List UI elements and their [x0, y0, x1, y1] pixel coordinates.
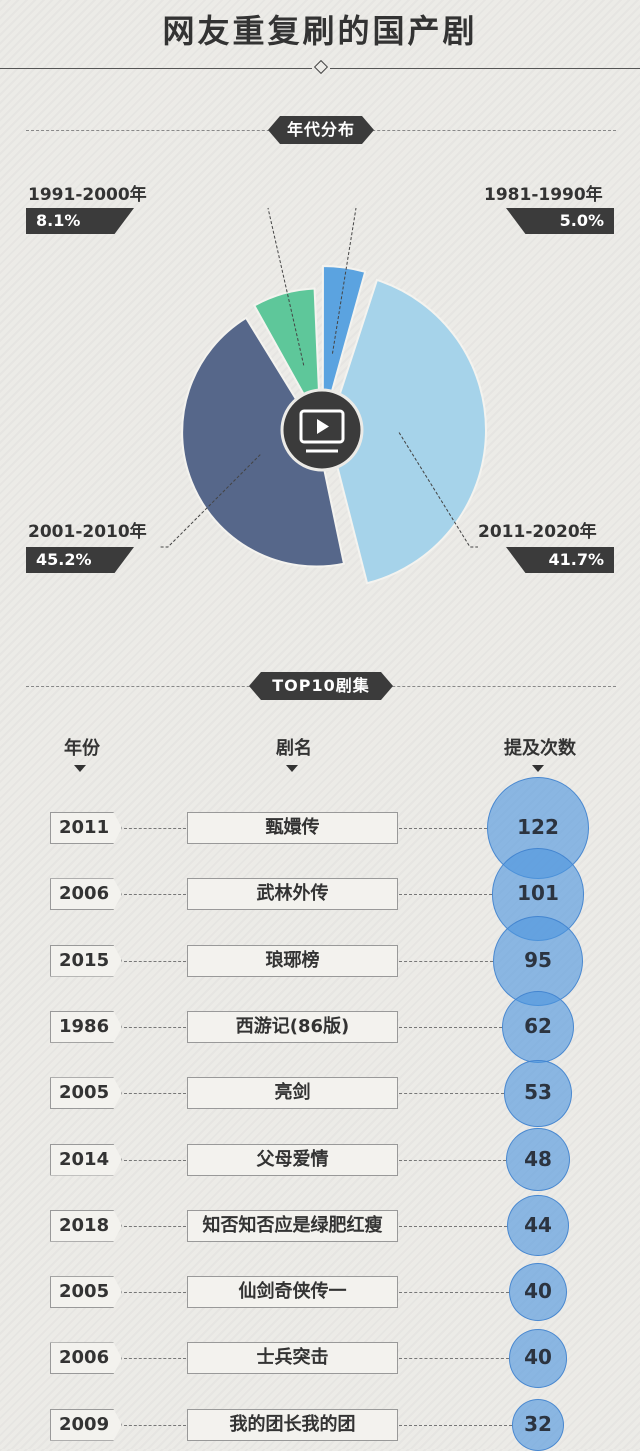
count-value: 48	[524, 1146, 552, 1171]
count-bubble	[507, 1195, 569, 1257]
row-connector-right	[399, 1159, 506, 1161]
row-year: 2014	[50, 1143, 122, 1176]
row-year: 2009	[50, 1408, 122, 1441]
row-connector-right	[399, 1225, 508, 1227]
section-label-top10: TOP10剧集	[249, 672, 393, 700]
row-connector-left	[124, 1424, 186, 1426]
pie-chart	[160, 207, 487, 585]
count-value: 53	[524, 1080, 552, 1105]
row-drama-name: 仙剑奇侠传一	[187, 1276, 398, 1309]
row-drama-name: 我的团长我的团	[187, 1408, 398, 1441]
row-connector-left	[124, 894, 186, 896]
pie-leader-1991-2000	[267, 207, 305, 366]
row-connector-right	[399, 828, 487, 829]
table-row: 2005 亮剑	[0, 1077, 640, 1111]
row-connector-left	[124, 1026, 186, 1028]
section-label-decade: 年代分布	[268, 116, 374, 144]
pie-label-1981-1990: 1981-1990年	[484, 185, 603, 205]
pie-label-2011-2020: 2011-2020年	[478, 522, 597, 542]
row-connector-left	[124, 960, 186, 962]
page-title: 网友重复刷的国产剧	[162, 12, 478, 50]
row-connector-left	[124, 1292, 186, 1294]
count-bubble	[492, 915, 583, 1006]
row-drama-name: 武林外传	[187, 878, 398, 911]
count-value: 40	[524, 1279, 552, 1304]
title-rule-left	[0, 68, 312, 69]
row-year: 2005	[50, 1077, 122, 1110]
row-drama-name: 琅琊榜	[187, 944, 398, 977]
row-year: 2018	[50, 1209, 122, 1242]
count-bubble	[504, 1059, 572, 1127]
pie-slice-2001-2010	[181, 316, 346, 568]
column-caret-year-icon	[74, 765, 86, 772]
row-connector-left	[124, 828, 186, 829]
table-row: 2014 父母爱情	[0, 1143, 640, 1178]
pie-value-1991-2000: 8.1%	[26, 208, 134, 234]
column-header-count: 提及次数	[504, 738, 576, 759]
pie-slice-2011-2020	[326, 278, 487, 585]
count-value: 40	[524, 1345, 552, 1370]
row-connector-right	[399, 1026, 502, 1028]
pie-value-1981-1990: 5.0%	[506, 208, 614, 234]
table-row: 2005 仙剑奇侠传一	[0, 1276, 640, 1310]
row-connector-left	[124, 1093, 186, 1095]
pie-leader-1981-1990	[331, 207, 357, 354]
count-bubble	[508, 1262, 568, 1322]
pie-value-2001-2010: 45.2%	[26, 547, 134, 573]
count-value: 62	[524, 1013, 552, 1038]
row-connector-right	[399, 960, 493, 962]
row-connector-right	[399, 1292, 509, 1294]
pie-slice-1981-1990	[321, 265, 367, 425]
row-connector-left	[124, 1358, 186, 1360]
row-year: 2005	[50, 1276, 122, 1309]
title-rule-right	[330, 68, 640, 69]
table-row: 2009 我的团长我的团	[0, 1408, 640, 1443]
row-drama-name: 知否知否应是绿肥红瘦	[187, 1209, 398, 1242]
pie-value-2011-2020: 41.7%	[506, 547, 614, 573]
table-row: 2011 甄嬛传	[0, 812, 640, 846]
row-year: 2006	[50, 1342, 122, 1375]
column-caret-count-icon	[532, 765, 544, 772]
row-connector-right	[399, 1424, 512, 1426]
pie-label-1991-2000: 1991-2000年	[28, 185, 147, 205]
row-year: 1986	[50, 1010, 122, 1043]
count-bubble	[501, 990, 575, 1064]
table-row: 1986 西游记(86版)	[0, 1010, 640, 1045]
pie-slice-1991-2000	[252, 287, 322, 425]
row-connector-right	[399, 894, 492, 896]
pie-leader-2001-2010	[160, 454, 261, 548]
count-bubble	[506, 1127, 570, 1192]
row-drama-name: 士兵突击	[187, 1342, 398, 1375]
table-row: 2006 武林外传	[0, 878, 640, 912]
column-header-year: 年份	[64, 738, 100, 759]
row-drama-name: 西游记(86版)	[187, 1010, 398, 1043]
count-bubble	[511, 1398, 565, 1451]
count-bubble	[508, 1329, 568, 1388]
column-header-name: 剧名	[276, 738, 312, 759]
row-year: 2011	[50, 812, 122, 844]
pie-leader-2011-2020	[398, 432, 478, 548]
count-value: 32	[524, 1411, 552, 1436]
row-drama-name: 父母爱情	[187, 1143, 398, 1176]
table-row: 2015 琅琊榜	[0, 944, 640, 979]
pie-label-2001-2010: 2001-2010年	[28, 522, 147, 542]
row-connector-right	[399, 1093, 505, 1095]
row-connector-left	[124, 1159, 186, 1161]
row-year: 2015	[50, 944, 122, 977]
row-connector-left	[124, 1225, 186, 1227]
row-drama-name: 亮剑	[187, 1077, 398, 1110]
row-drama-name: 甄嬛传	[187, 812, 398, 844]
table-row: 2018 知否知否应是绿肥红瘦	[0, 1209, 640, 1244]
count-value: 44	[524, 1212, 552, 1237]
count-value: 95	[524, 947, 552, 972]
count-value: 122	[517, 815, 559, 839]
row-year: 2006	[50, 878, 122, 911]
row-connector-right	[399, 1358, 509, 1360]
tv-play-icon	[299, 409, 345, 453]
count-value: 101	[517, 881, 559, 906]
table-row: 2006 士兵突击	[0, 1342, 640, 1376]
column-caret-name-icon	[286, 765, 298, 772]
